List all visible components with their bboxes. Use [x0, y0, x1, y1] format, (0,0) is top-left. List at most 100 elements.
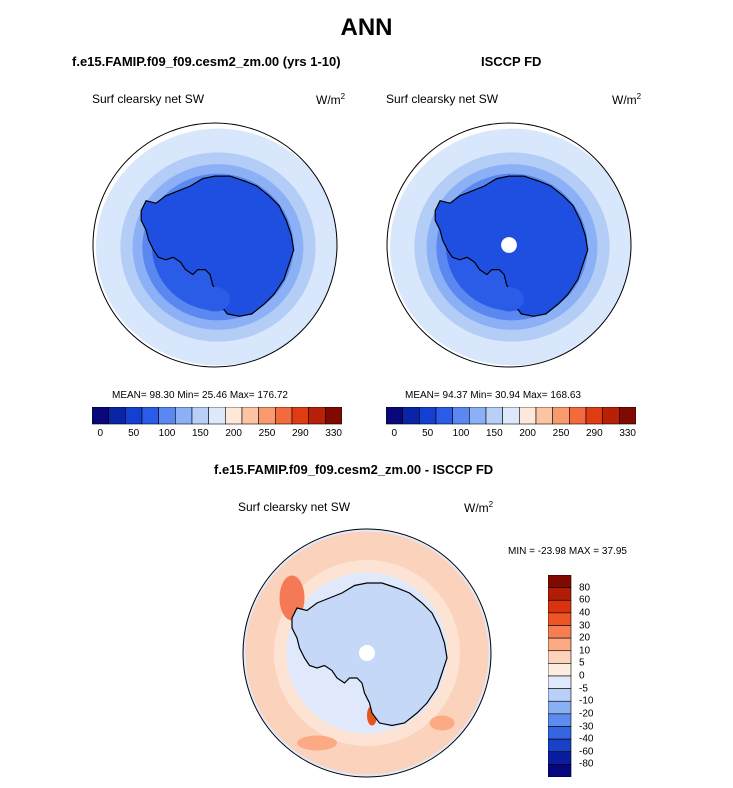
panel1-variable: Surf clearsky net SW — [92, 92, 205, 106]
diff-stats: MIN = -23.98 MAX = 37.95 — [508, 546, 627, 557]
panel2-colorbar-labels: 0 50 100 150 200 250 290 330 — [386, 428, 636, 442]
colorbar-swatch — [175, 407, 193, 425]
diff-map — [242, 528, 492, 778]
panel1-colorbar-labels: 0 50 100 150 200 250 290 330 — [92, 428, 342, 442]
colorbar-tick-label: 330 — [619, 428, 636, 439]
diff-variable: Surf clearsky net SW — [238, 500, 351, 514]
colorbar-tick-label: 50 — [128, 428, 140, 439]
colorbar-swatch — [602, 407, 620, 425]
colorbar-tick-label: 0 — [97, 428, 104, 439]
colorbar-swatch — [548, 575, 572, 588]
colorbar-tick-label: -40 — [579, 733, 594, 745]
colorbar-swatch — [435, 407, 453, 425]
colorbar-tick-label: -30 — [579, 721, 594, 732]
colorbar-tick-label: 5 — [579, 657, 585, 669]
panel2-stats: MEAN= 94.37 Min= 30.94 Max= 168.63 — [405, 390, 581, 401]
colorbar-swatch — [108, 407, 126, 425]
diff-anomaly-patch — [297, 735, 337, 751]
figure-title: ANN — [340, 14, 393, 41]
colorbar-swatch — [548, 625, 572, 639]
panel2-variable: Surf clearsky net SW — [386, 92, 499, 106]
missing-data-pole — [359, 645, 375, 661]
map-boundary — [242, 528, 492, 778]
panel2-units: W/m2 — [612, 92, 642, 107]
ice-shelf-region — [494, 286, 524, 312]
colorbar-tick-label: 330 — [325, 428, 342, 439]
colorbar-swatch — [569, 407, 587, 425]
panel2-title: ISCCP FD — [481, 54, 542, 69]
colorbar-tick-label: 10 — [579, 645, 591, 657]
colorbar-swatch — [275, 407, 293, 425]
colorbar-tick-label: 0 — [579, 670, 585, 682]
colorbar-tick-label: 30 — [579, 620, 591, 631]
colorbar-swatch — [548, 713, 572, 727]
diff-positive-ring — [245, 531, 489, 775]
colorbar-tick-label: -80 — [579, 758, 594, 770]
colorbar-tick-label: 100 — [452, 428, 470, 439]
colorbar-tick-label: 250 — [258, 428, 276, 439]
panel1-units: W/m2 — [316, 92, 346, 107]
colorbar-swatch — [241, 407, 259, 425]
colorbar-swatch — [452, 407, 470, 425]
colorbar-swatch — [619, 407, 636, 425]
colorbar-tick-label: 0 — [391, 428, 398, 439]
colorbar-tick-label: 250 — [552, 428, 570, 439]
colorbar-swatch — [548, 599, 572, 614]
diff-anomaly-patch — [429, 715, 455, 731]
colorbar-tick-label: 40 — [579, 607, 591, 619]
colorbar-swatch — [519, 407, 537, 425]
map-boundary — [92, 122, 338, 368]
colorbar-tick-label: -5 — [579, 683, 588, 695]
colorbar-tick-label: 100 — [158, 428, 176, 439]
colorbar-swatch — [548, 688, 572, 702]
panel2-colorbar — [386, 407, 636, 425]
colorbar-tick-label: -10 — [579, 695, 594, 707]
colorbar-swatch — [308, 407, 326, 425]
colorbar-tick-label: 50 — [422, 428, 434, 439]
panel1-title: f.e15.FAMIP.f09_f09.cesm2_zm.00 (yrs 1-1… — [72, 54, 341, 69]
colorbar-swatch — [552, 407, 570, 425]
colorbar-tick-label: -20 — [579, 708, 594, 720]
colorbar-swatch — [548, 587, 572, 601]
colorbar-tick-label: 200 — [225, 428, 242, 439]
colorbar-swatch — [502, 407, 520, 425]
colorbar-swatch — [325, 407, 342, 425]
colorbar-swatch — [386, 407, 403, 425]
colorbar-tick-label: 290 — [585, 428, 603, 439]
diff-units: W/m2 — [464, 500, 494, 515]
colorbar-tick-label: -60 — [579, 746, 594, 758]
ice-shelf-region — [200, 286, 230, 312]
diff-title: f.e15.FAMIP.f09_f09.cesm2_zm.00 - ISCCP … — [214, 462, 494, 477]
colorbar-swatch — [141, 407, 159, 425]
colorbar-swatch — [291, 407, 309, 425]
antarctica-coastline — [140, 175, 295, 317]
colorbar-swatch — [92, 407, 109, 425]
colorbar-swatch — [208, 407, 226, 425]
colorbar-swatch — [125, 407, 143, 425]
panel1-map — [92, 122, 338, 368]
map-boundary — [386, 122, 632, 368]
colorbar-swatch — [535, 407, 553, 425]
colorbar-swatch — [191, 407, 209, 425]
colorbar-swatch — [258, 407, 276, 425]
colorbar-swatch — [548, 764, 572, 777]
colorbar-swatch — [548, 663, 572, 677]
colorbar-swatch — [585, 407, 603, 425]
colorbar-swatch — [225, 407, 243, 425]
diff-colorbar-labels: 80 60 40 30 20 10 5 0 -5 -10 -20 -30 -40 -60 -80 — [579, 575, 609, 777]
panel2-map — [386, 122, 632, 368]
diff-colorbar — [548, 575, 572, 777]
colorbar-swatch — [548, 675, 572, 689]
colorbar-tick-label: 150 — [485, 428, 503, 439]
panel1-stats: MEAN= 98.30 Min= 25.46 Max= 176.72 — [112, 390, 288, 401]
colorbar-tick-label: 20 — [579, 632, 591, 644]
colorbar-swatch — [548, 650, 572, 664]
colorbar-swatch — [548, 726, 572, 740]
colorbar-tick-label: 80 — [579, 582, 591, 594]
missing-data-pole — [501, 237, 517, 253]
diff-weak-ring — [273, 559, 461, 747]
panel1-colorbar — [92, 407, 342, 425]
colorbar-swatch — [548, 637, 572, 652]
colorbar-swatch — [548, 700, 572, 715]
colorbar-swatch — [485, 407, 503, 425]
